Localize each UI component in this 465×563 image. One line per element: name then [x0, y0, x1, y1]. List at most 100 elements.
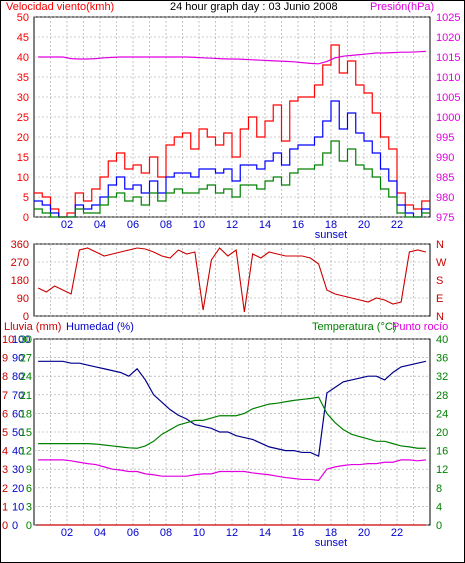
- wind-tick-label: 30: [17, 92, 29, 104]
- wind-tick-label: 45: [17, 32, 29, 44]
- temp-left-tick-label: 0: [26, 520, 32, 532]
- sunset-label: sunset: [315, 229, 347, 241]
- x-tick-label: 02: [61, 219, 73, 231]
- temp-tick-label: 0: [436, 520, 442, 532]
- humidity-tick-label: 20: [12, 483, 24, 495]
- wind-tick-label: 50: [17, 12, 29, 24]
- humidity-tick-label: 0: [12, 520, 18, 532]
- x-tick-label: 18: [325, 219, 337, 231]
- pressure-tick-label: 995: [436, 132, 454, 144]
- wind-tick-label: 10: [17, 172, 29, 184]
- wind-tick-label: 35: [17, 72, 29, 84]
- sunset-label: sunset: [315, 537, 347, 549]
- temp-tick-label: 16: [436, 446, 448, 458]
- temp-tick-label: 24: [436, 408, 448, 420]
- rain-tick-label: 6: [2, 408, 8, 420]
- x-tick-label: 14: [259, 527, 271, 539]
- wind-tick-label: 0: [23, 212, 29, 224]
- x-tick-label: 14: [259, 219, 271, 231]
- compass-tick-label: E: [436, 293, 443, 305]
- direction-tick-label: 180: [11, 275, 29, 287]
- compass-tick-label: W: [436, 257, 447, 269]
- x-tick-label: 04: [94, 219, 106, 231]
- x-tick-label: 12: [226, 219, 238, 231]
- direction-tick-label: 270: [11, 257, 29, 269]
- rain-tick-label: 9: [2, 353, 8, 365]
- rain-tick-label: 8: [2, 371, 8, 383]
- humidity-tick-label: 100: [12, 334, 30, 346]
- temp-tick-label: 32: [436, 371, 448, 383]
- x-tick-label: 06: [127, 219, 139, 231]
- humidity-axis-title: Humedad (%): [66, 321, 134, 333]
- humidity-tick-label: 60: [12, 408, 24, 420]
- rain-tick-label: 10: [2, 334, 14, 346]
- pressure-tick-label: 1000: [436, 112, 460, 124]
- direction-tick-label: 360: [11, 239, 29, 251]
- wind-axis-title: Velocidad viento(kmh): [6, 1, 114, 13]
- dew-point-line: [38, 459, 426, 481]
- dew-point-axis-title: Punto rocío: [392, 321, 448, 333]
- pressure-tick-label: 985: [436, 172, 454, 184]
- x-tick-label: 10: [193, 219, 205, 231]
- wind-tick-label: 20: [17, 132, 29, 144]
- pressure-line: [38, 50, 426, 65]
- rain-tick-label: 1: [2, 501, 8, 513]
- x-tick-label: 06: [127, 527, 139, 539]
- chart-title: 24 hour graph day : 03 Junio 2008: [170, 1, 338, 13]
- temperature-axis-title: Temperatura (°C): [312, 321, 396, 333]
- pressure-tick-label: 1025: [436, 12, 460, 24]
- x-tick-label: 08: [160, 527, 172, 539]
- temp-left-tick-label: 21: [20, 390, 32, 402]
- rain-tick-label: 2: [2, 483, 8, 495]
- temp-tick-label: 20: [436, 427, 448, 439]
- humidity-tick-label: 10: [12, 501, 24, 513]
- temp-tick-label: 12: [436, 464, 448, 476]
- temp-left-tick-label: 9: [26, 464, 32, 476]
- rain-axis-title: Lluvia (mm): [4, 321, 61, 333]
- humidity-tick-label: 30: [12, 464, 24, 476]
- x-tick-label: 02: [61, 527, 73, 539]
- humidity-tick-label: 70: [12, 390, 24, 402]
- wind-tick-label: 25: [17, 112, 29, 124]
- direction-tick-label: 90: [17, 293, 29, 305]
- x-tick-label: 20: [358, 219, 370, 231]
- pressure-tick-label: 1005: [436, 92, 460, 104]
- temp-left-tick-label: 15: [20, 427, 32, 439]
- wind-tick-label: 5: [23, 192, 29, 204]
- pressure-tick-label: 990: [436, 152, 454, 164]
- temp-tick-label: 36: [436, 353, 448, 365]
- wind-low-line: [34, 140, 430, 218]
- temp-left-tick-label: 18: [20, 408, 32, 420]
- temp-tick-label: 28: [436, 390, 448, 402]
- temp-left-tick-label: 3: [26, 501, 32, 513]
- x-tick-label: 22: [391, 527, 403, 539]
- temp-tick-label: 40: [436, 334, 448, 346]
- pressure-tick-label: 1020: [436, 32, 460, 44]
- compass-tick-label: S: [436, 275, 443, 287]
- temp-left-tick-label: 24: [20, 371, 32, 383]
- compass-tick-label: N: [436, 239, 444, 251]
- rain-tick-label: 7: [2, 390, 8, 402]
- pressure-tick-label: 1010: [436, 72, 460, 84]
- temp-left-tick-label: 6: [26, 483, 32, 495]
- rain-tick-label: 5: [2, 427, 8, 439]
- rain-tick-label: 0: [2, 520, 8, 532]
- wind-average-line: [34, 100, 430, 218]
- x-tick-label: 12: [226, 527, 238, 539]
- humidity-tick-label: 40: [12, 446, 24, 458]
- compass-tick-label: N: [436, 311, 444, 323]
- humidity-line: [38, 360, 427, 458]
- rain-tick-label: 4: [2, 446, 8, 458]
- wind-tick-label: 15: [17, 152, 29, 164]
- x-tick-label: 20: [358, 527, 370, 539]
- temp-tick-label: 8: [436, 483, 442, 495]
- x-tick-label: 18: [325, 527, 337, 539]
- wind-tick-label: 40: [17, 52, 29, 64]
- x-tick-label: 16: [292, 219, 304, 231]
- pressure-tick-label: 975: [436, 212, 454, 224]
- x-tick-label: 22: [391, 219, 403, 231]
- pressure-tick-label: 980: [436, 192, 454, 204]
- temp-tick-label: 4: [436, 501, 442, 513]
- temp-left-tick-label: 27: [20, 353, 32, 365]
